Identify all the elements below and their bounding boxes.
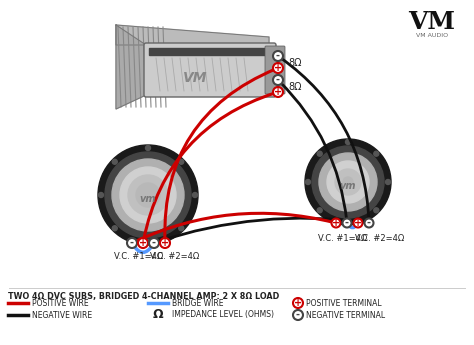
Text: TWO 4Ω DVC SUBS, BRIDGED 4-CHANNEL AMP: 2 X 8Ω LOAD: TWO 4Ω DVC SUBS, BRIDGED 4-CHANNEL AMP: … (8, 292, 279, 301)
Text: -: - (130, 238, 134, 248)
Text: V.C. #2=4Ω: V.C. #2=4Ω (150, 252, 199, 261)
Text: vm: vm (340, 181, 356, 191)
Circle shape (346, 219, 350, 225)
Text: V.C. #1=4Ω: V.C. #1=4Ω (114, 252, 163, 261)
Text: vm: vm (140, 194, 156, 204)
Text: +: + (139, 238, 147, 248)
Circle shape (385, 179, 391, 185)
Circle shape (112, 159, 117, 164)
Text: -: - (296, 310, 300, 320)
Circle shape (138, 238, 148, 248)
Text: -: - (367, 218, 371, 228)
Text: Ω: Ω (153, 308, 164, 322)
Text: VM AUDIO: VM AUDIO (416, 32, 448, 38)
Circle shape (327, 161, 369, 203)
Text: NEGATIVE WIRE: NEGATIVE WIRE (32, 310, 92, 319)
Circle shape (312, 146, 384, 218)
Text: BRIDGE WIRE: BRIDGE WIRE (172, 298, 224, 307)
Text: +: + (354, 218, 362, 228)
Circle shape (319, 153, 377, 211)
Circle shape (136, 183, 160, 207)
Text: 8Ω: 8Ω (288, 58, 301, 68)
Circle shape (146, 146, 151, 150)
Circle shape (343, 177, 353, 187)
Text: +: + (274, 87, 282, 97)
Text: VM: VM (409, 10, 456, 34)
Circle shape (179, 226, 184, 231)
Circle shape (273, 51, 283, 61)
Circle shape (179, 159, 184, 164)
Circle shape (293, 310, 303, 320)
Polygon shape (116, 25, 146, 109)
Circle shape (317, 208, 322, 213)
Text: POSITIVE TERMINAL: POSITIVE TERMINAL (306, 298, 382, 307)
Circle shape (192, 193, 198, 197)
Circle shape (331, 218, 340, 227)
Polygon shape (116, 25, 269, 45)
Text: V.C. #1=4Ω: V.C. #1=4Ω (318, 234, 367, 243)
Circle shape (273, 75, 283, 85)
Text: +: + (161, 238, 169, 248)
Circle shape (127, 238, 137, 248)
Text: +: + (294, 298, 302, 308)
Circle shape (346, 139, 350, 145)
FancyBboxPatch shape (265, 46, 285, 94)
Text: POSITIVE WIRE: POSITIVE WIRE (32, 298, 89, 307)
Circle shape (99, 193, 103, 197)
Circle shape (120, 167, 176, 223)
Circle shape (374, 208, 379, 213)
Circle shape (306, 179, 310, 185)
Circle shape (112, 159, 184, 231)
Text: -: - (276, 75, 280, 85)
Text: -: - (276, 51, 280, 61)
Circle shape (374, 151, 379, 156)
Circle shape (149, 238, 159, 248)
Circle shape (160, 238, 170, 248)
Circle shape (146, 239, 151, 245)
Text: -: - (152, 238, 156, 248)
Circle shape (128, 175, 168, 215)
Circle shape (343, 218, 352, 227)
Circle shape (354, 218, 363, 227)
Polygon shape (149, 48, 269, 55)
FancyBboxPatch shape (144, 43, 276, 97)
Circle shape (305, 139, 391, 225)
Circle shape (98, 145, 198, 245)
Circle shape (293, 298, 303, 308)
Text: V.C. #2=4Ω: V.C. #2=4Ω (355, 234, 404, 243)
Circle shape (317, 151, 322, 156)
Text: -: - (345, 218, 349, 228)
Circle shape (335, 169, 361, 195)
Circle shape (365, 218, 374, 227)
Circle shape (273, 63, 283, 73)
Text: NEGATIVE TERMINAL: NEGATIVE TERMINAL (306, 310, 385, 319)
Text: VM: VM (183, 71, 207, 85)
Text: IMPEDANCE LEVEL (OHMS): IMPEDANCE LEVEL (OHMS) (172, 310, 274, 319)
Circle shape (112, 226, 117, 231)
Text: +: + (274, 63, 282, 73)
Circle shape (105, 152, 191, 238)
Text: 8Ω: 8Ω (288, 82, 301, 92)
Text: +: + (332, 218, 340, 228)
Circle shape (273, 87, 283, 97)
